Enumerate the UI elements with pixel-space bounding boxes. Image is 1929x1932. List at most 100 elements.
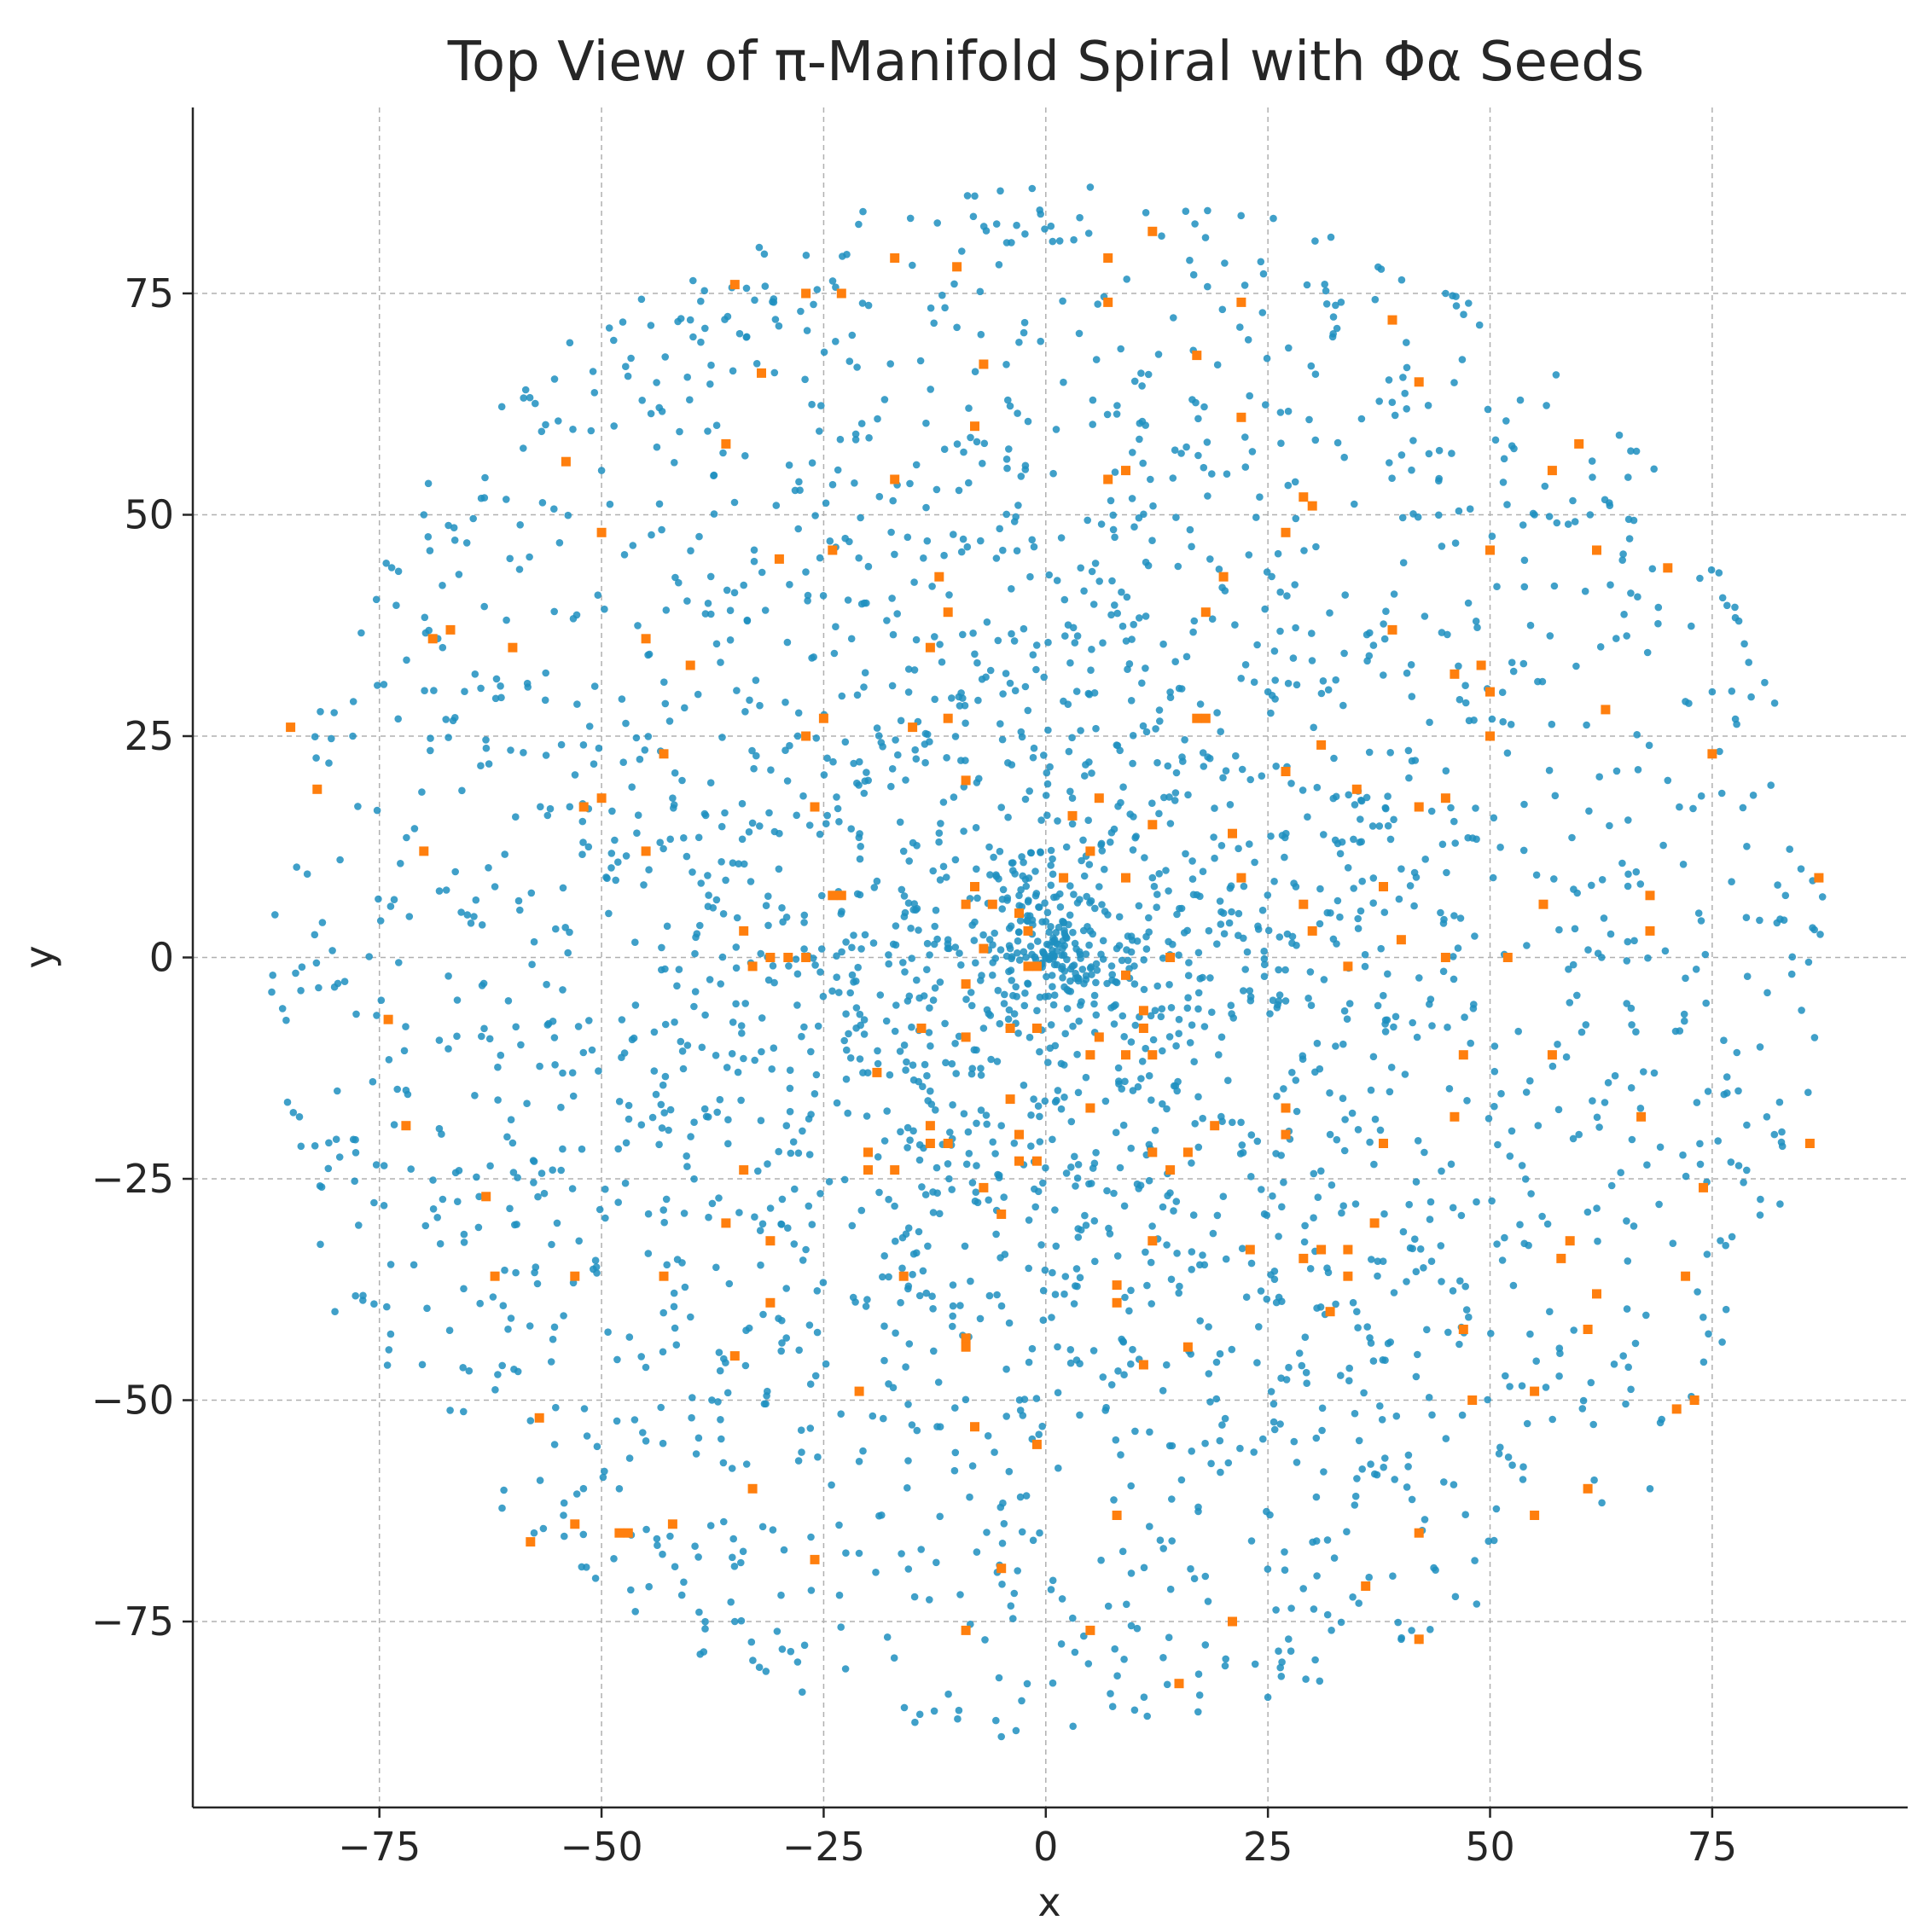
data-point: [1113, 410, 1121, 418]
data-point: [775, 322, 783, 330]
data-point: [798, 1448, 805, 1456]
data-point: [1117, 1451, 1124, 1459]
data-point: [811, 1372, 820, 1380]
data-point: [1263, 568, 1271, 576]
data-point: [921, 1060, 929, 1069]
data-point: [630, 1034, 638, 1042]
data-point: [713, 1108, 721, 1117]
data-point: [1378, 1416, 1386, 1424]
data-point: [1624, 473, 1632, 481]
data-point: [800, 945, 808, 953]
seed-point: [1316, 740, 1327, 750]
data-point: [1118, 1547, 1127, 1556]
data-point: [451, 1169, 460, 1177]
data-point: [1571, 518, 1579, 525]
data-point: [551, 1061, 559, 1069]
data-point: [912, 635, 921, 644]
seed-point: [312, 784, 322, 794]
data-point: [986, 1012, 995, 1019]
data-point: [1219, 774, 1227, 782]
data-point: [872, 1569, 880, 1576]
data-point: [583, 1432, 591, 1440]
data-point: [637, 295, 646, 304]
data-point: [1299, 786, 1307, 794]
data-point: [429, 1205, 438, 1213]
data-point: [1630, 516, 1638, 525]
data-point: [357, 629, 365, 637]
data-point: [1205, 1370, 1213, 1378]
data-point: [557, 740, 566, 749]
data-point: [1066, 882, 1074, 890]
data-point: [607, 864, 615, 872]
data-point: [999, 885, 1008, 894]
data-point: [1090, 689, 1099, 697]
data-point: [659, 1308, 667, 1317]
data-point: [1313, 1304, 1321, 1312]
data-point: [828, 480, 837, 489]
data-point: [1259, 1435, 1267, 1443]
data-point: [1213, 709, 1221, 717]
data-point: [1024, 980, 1032, 988]
data-point: [756, 822, 764, 830]
data-point: [886, 1070, 894, 1079]
data-point: [1194, 415, 1202, 423]
data-point: [1312, 1434, 1321, 1442]
data-point: [779, 918, 787, 926]
data-point: [811, 1090, 819, 1098]
data-point: [1189, 270, 1198, 279]
data-point: [1131, 1021, 1140, 1030]
data-point: [689, 276, 697, 285]
data-point: [855, 554, 863, 562]
data-point: [960, 448, 967, 456]
data-point: [1285, 344, 1293, 352]
data-point: [526, 1417, 535, 1424]
data-point: [1305, 415, 1313, 424]
data-point: [1502, 1372, 1509, 1380]
data-point: [390, 896, 398, 903]
data-point: [1182, 443, 1190, 451]
data-point: [1379, 1257, 1387, 1265]
data-point: [847, 635, 856, 643]
data-point: [1654, 603, 1663, 612]
data-point: [1092, 978, 1100, 987]
data-point: [532, 1263, 540, 1271]
data-point: [739, 1547, 747, 1556]
data-point: [1063, 934, 1071, 943]
data-point: [1410, 868, 1419, 877]
data-point: [1172, 1198, 1181, 1205]
data-point: [985, 1291, 994, 1300]
data-point: [714, 1398, 722, 1406]
data-point: [1029, 753, 1037, 762]
data-point: [436, 1239, 444, 1248]
data-point: [1385, 376, 1393, 384]
data-point: [1068, 820, 1077, 828]
data-point: [383, 1361, 392, 1369]
data-point: [449, 717, 457, 725]
data-point: [1068, 794, 1077, 802]
data-point: [814, 1453, 822, 1461]
data-point: [1221, 1662, 1229, 1670]
data-point: [1739, 804, 1747, 812]
data-point: [312, 959, 321, 967]
data-point: [1816, 931, 1824, 938]
data-point: [550, 607, 558, 616]
data-point: [1317, 689, 1326, 698]
data-point: [701, 324, 709, 333]
data-point: [745, 828, 753, 836]
data-point: [1140, 1693, 1148, 1701]
data-point: [1300, 1238, 1309, 1246]
data-point: [708, 1199, 717, 1208]
data-point: [1241, 433, 1249, 441]
data-point: [442, 886, 450, 894]
data-point: [497, 693, 505, 702]
data-point: [644, 1250, 653, 1257]
data-point: [1129, 1087, 1137, 1094]
data-point: [1450, 379, 1458, 386]
data-point: [1181, 736, 1188, 744]
data-point: [1328, 1181, 1336, 1189]
data-point: [1142, 612, 1150, 620]
y-tick-label: −25: [91, 1156, 174, 1202]
data-point: [574, 1023, 583, 1030]
data-point: [1073, 1282, 1081, 1291]
data-point: [1224, 1459, 1233, 1467]
